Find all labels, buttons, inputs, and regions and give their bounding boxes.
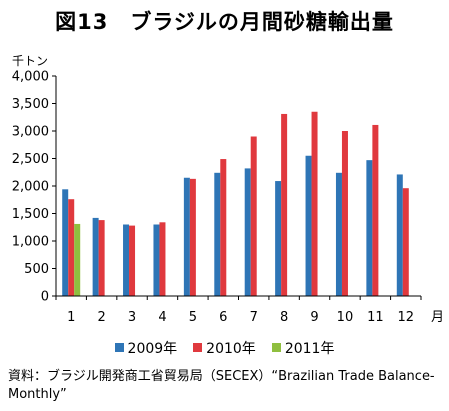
y-tick-label: 2,000	[12, 180, 49, 195]
bar-2-6	[220, 159, 227, 296]
x-tick-label: 7	[250, 310, 258, 325]
bar-1-8	[275, 181, 282, 296]
x-axis-label: 月	[431, 310, 444, 325]
x-tick-label: 4	[158, 310, 166, 325]
x-tick-label: 6	[219, 310, 227, 325]
bar-1-1	[62, 189, 69, 296]
x-tick-label: 9	[310, 310, 318, 325]
y-tick-label: 4,000	[12, 70, 49, 85]
bar-2-11	[372, 124, 379, 296]
bar-2-12	[402, 188, 409, 296]
bar-2-3	[129, 225, 136, 296]
x-tick-label: 8	[280, 310, 288, 325]
legend-label: 2011年	[284, 341, 335, 357]
y-tick-label: 1,500	[12, 207, 49, 222]
bar-1-11	[366, 160, 373, 296]
bar-2-9	[311, 111, 318, 296]
y-axis-ticks: 0 500 1,000 1,500 2,000 2,500 3,000 3,500 4,000	[12, 70, 56, 305]
bar-3-1	[74, 223, 81, 296]
legend-item-1: 2009年	[114, 338, 178, 358]
x-tick-label: 10	[337, 310, 354, 325]
legend-item-2: 2010年	[193, 338, 256, 358]
bar-2-7	[250, 136, 257, 296]
x-tick-label: 3	[128, 310, 136, 325]
bar-1-5	[183, 177, 190, 296]
x-axis-ticks: 1 2 3 4 5 6 7 8 9 10 11 12	[55, 296, 422, 325]
bar-1-4	[153, 224, 160, 296]
legend-label: 2009年	[127, 341, 178, 357]
bar-2-2	[98, 220, 105, 296]
source-note: 資料：ブラジル開発商工省貿易局（SECEX）“Brazilian Trade B…	[8, 368, 443, 404]
chart-title: 図13 ブラジルの月間砂糖輸出量	[55, 10, 394, 34]
bar-1-6	[214, 172, 221, 296]
legend-label: 2010年	[206, 341, 256, 357]
y-tick-label: 2,500	[12, 152, 49, 167]
x-tick-label: 5	[189, 310, 197, 325]
bar-2-5	[189, 178, 196, 296]
bar-1-2	[92, 217, 99, 296]
x-tick-label: 1	[67, 310, 75, 325]
bar-1-3	[123, 224, 130, 296]
legend-swatch	[271, 343, 281, 352]
y-axis-unit-label: 千トン	[12, 54, 49, 68]
bar-1-7	[244, 168, 251, 296]
bar-1-10	[335, 172, 342, 296]
y-tick-label: 3,500	[12, 97, 49, 112]
legend: 2009年 2010年 2011年	[0, 338, 449, 358]
legend-item-3: 2011年	[271, 338, 335, 358]
bar-1-12	[396, 174, 403, 296]
x-tick-label: 12	[398, 310, 415, 325]
legend-swatch	[114, 343, 124, 352]
bar-2-8	[281, 113, 288, 296]
bar-chart: 05001,0001,5002,0002,5003,0003,5004,000 …	[12, 70, 444, 326]
y-tick-label: 500	[24, 262, 49, 277]
x-tick-label: 11	[367, 310, 384, 325]
source-text: 資料：ブラジル開発商工省貿易局（SECEX）“Brazilian Trade B…	[8, 369, 435, 402]
bar-2-4	[159, 222, 166, 296]
legend-swatch	[193, 343, 203, 352]
bar-2-1	[68, 199, 75, 296]
bar-2-10	[341, 131, 348, 296]
bar-1-9	[305, 155, 312, 296]
y-tick-label: 3,000	[12, 125, 49, 140]
x-tick-label: 2	[97, 310, 105, 325]
y-tick-label: 0	[41, 290, 49, 305]
y-tick-label: 1,000	[12, 235, 49, 250]
bar-marks	[62, 111, 409, 296]
